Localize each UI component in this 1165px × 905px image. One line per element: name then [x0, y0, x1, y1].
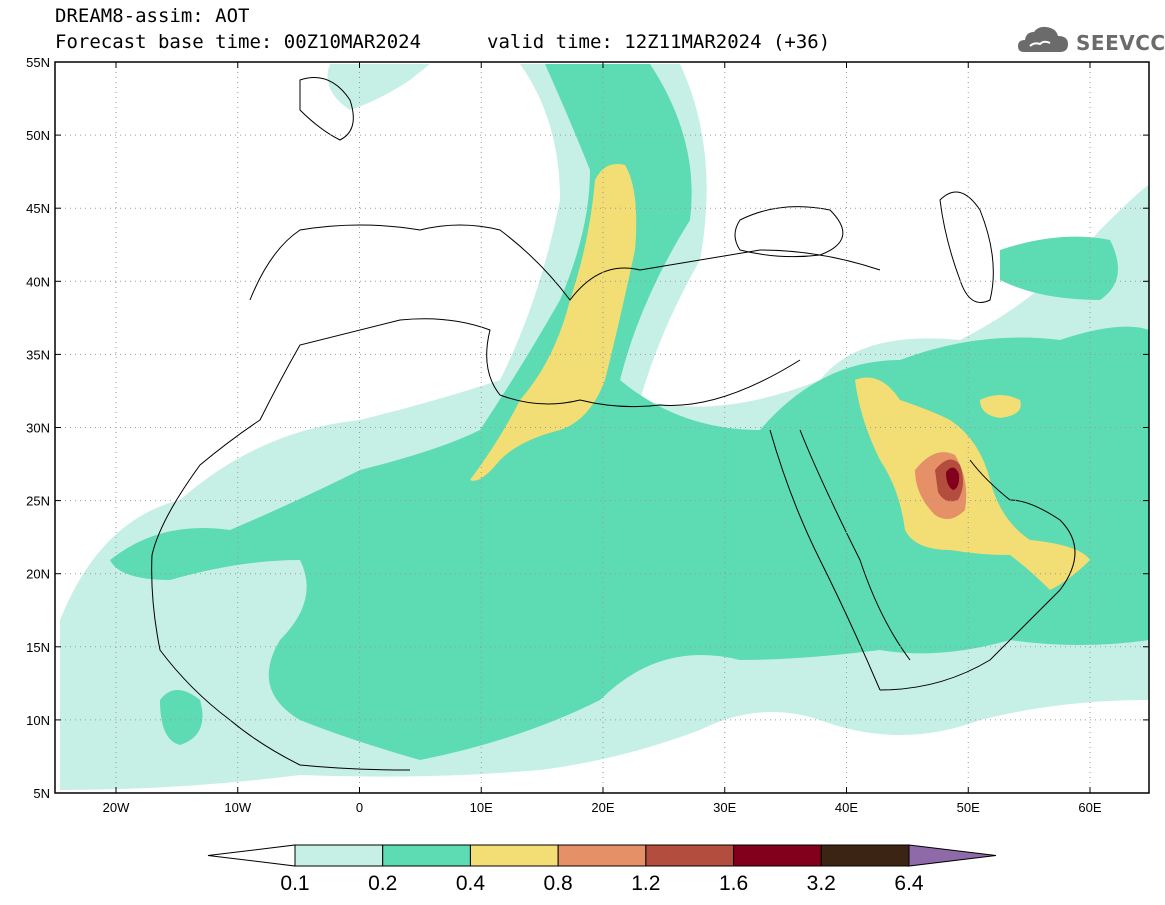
colorbar-segment [557, 844, 647, 867]
lat-label: 35N [26, 347, 50, 362]
valid-time: valid time: 12Z11MAR2024 (+36) [487, 31, 831, 53]
aot-band-teal-west [160, 690, 203, 745]
aot-band-yellow-plume [470, 164, 637, 481]
lat-label: 50N [26, 128, 50, 143]
coastline-british-isles [299, 77, 354, 141]
lat-label: 20N [26, 567, 50, 582]
coastline-north-africa [151, 318, 801, 556]
colorbar-upper-triangle [908, 844, 997, 867]
colorbar-label: 0.8 [544, 872, 573, 895]
coastlines [151, 77, 1076, 771]
colorbar-label: 3.2 [807, 872, 836, 895]
lon-label: 40E [835, 800, 858, 815]
lat-label: 5N [33, 786, 50, 801]
aot-band-light-north [327, 64, 430, 110]
colorbar-segment [733, 844, 822, 867]
latitude-labels: 55N 50N 45N 40N 35N 30N 25N 20N 15N 10N 5N [26, 55, 50, 801]
lat-label: 15N [26, 640, 50, 655]
coastline-black-sea [734, 206, 844, 258]
colorbar-label: 0.1 [280, 872, 309, 895]
lon-label: 10E [470, 800, 493, 815]
coastline-caspian [939, 191, 994, 303]
lat-label: 10N [26, 713, 50, 728]
colorbar-label: 0.2 [368, 872, 397, 895]
colorbar [207, 844, 997, 867]
aot-band-darkred [946, 467, 960, 490]
lat-label: 25N [26, 494, 50, 509]
lon-label: 20W [103, 800, 130, 815]
colorbar-segment [294, 844, 384, 867]
logo-text: SEEVCCC [1076, 31, 1165, 55]
colorbar-label: 1.2 [631, 872, 660, 895]
lon-label: 50E [957, 800, 980, 815]
aot-band-teal-east [1000, 236, 1118, 300]
grid-lines [55, 62, 1149, 793]
lon-label: 0 [356, 800, 363, 815]
lon-label: 20E [591, 800, 614, 815]
longitude-labels: 20W 10W 0 10E 20E 30E 40E 50E 60E [103, 800, 1102, 815]
lat-label: 55N [26, 55, 50, 70]
coastline-arabia [879, 459, 1076, 691]
coastline-red-sea [769, 429, 911, 691]
aot-fields [60, 64, 1149, 790]
lon-label: 60E [1078, 800, 1101, 815]
colorbar-segment [469, 844, 559, 867]
aot-band-yellow-small [980, 395, 1021, 418]
lon-label: 30E [713, 800, 736, 815]
cloud-icon [1018, 26, 1068, 52]
forecast-base-time: Forecast base time: 00Z10MAR2024 [55, 31, 422, 53]
colorbar-labels: 0.1 0.2 0.4 0.8 1.2 1.6 3.2 6.4 [280, 872, 924, 895]
seevccc-logo: SEEVCCC [1016, 22, 1165, 58]
lat-label: 30N [26, 421, 50, 436]
colorbar-label: 0.4 [456, 872, 486, 895]
colorbar-segment [382, 844, 471, 867]
colorbar-segment [645, 844, 735, 867]
aot-band-yellow-gulf [855, 377, 1090, 590]
coastline-europe [249, 224, 881, 301]
aot-band-teal [110, 64, 1149, 760]
colorbar-segment [820, 844, 910, 867]
lat-label: 45N [26, 201, 50, 216]
lon-label: 10W [224, 800, 251, 815]
colorbar-label: 6.4 [894, 872, 924, 895]
axis-ticks [55, 61, 1149, 794]
colorbar-label: 1.6 [719, 872, 748, 895]
colorbar-lower-triangle [207, 844, 296, 867]
map-title: DREAM8-assim: AOT [55, 5, 250, 27]
lat-label: 40N [26, 274, 50, 289]
